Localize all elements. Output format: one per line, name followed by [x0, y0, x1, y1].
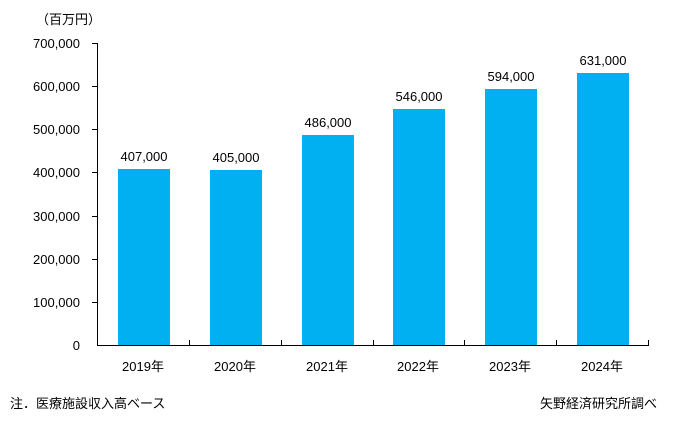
y-tick-label: 400,000 — [33, 165, 80, 181]
bar-value-label: 546,000 — [395, 89, 443, 104]
bar-2021年 — [302, 135, 354, 345]
bar-2024年 — [577, 73, 629, 345]
y-axis-unit-label: （百万円） — [36, 12, 102, 27]
x-tick-mark — [189, 340, 190, 345]
y-tick-label: 0 — [72, 338, 80, 353]
bar-value-label: 486,000 — [304, 115, 352, 130]
y-tick-mark — [92, 172, 97, 173]
bar-value-label: 405,000 — [212, 150, 260, 165]
x-tick-mark — [648, 340, 649, 345]
bar-value-label: 407,000 — [120, 149, 168, 164]
bar-2019年 — [118, 169, 170, 345]
y-tick-mark — [92, 129, 97, 130]
plot-area: 407,000 405,000 486,000 546,000 594,000 631,0… — [92, 43, 649, 346]
x-tick-mark — [464, 340, 465, 345]
y-tick-mark — [92, 43, 97, 44]
x-tick-label: 2024年 — [581, 359, 623, 374]
x-tick-label: 2021年 — [306, 359, 348, 374]
footnote: 注．医療施設収入高ベース — [10, 396, 166, 411]
x-tick-mark — [373, 340, 374, 345]
bar-2022年 — [393, 109, 445, 345]
y-tick-label: 700,000 — [33, 36, 80, 51]
bar-2023年 — [485, 89, 537, 345]
y-tick-mark — [92, 216, 97, 217]
y-tick-mark — [92, 259, 97, 260]
x-tick-mark — [281, 340, 282, 345]
bar-value-label: 631,000 — [579, 53, 627, 68]
y-axis: 0 100,000 200,000 300,000 400,000 500,000 600,… — [0, 37, 80, 352]
y-tick-mark — [92, 302, 97, 303]
x-tick-label: 2022年 — [397, 359, 439, 374]
x-axis: 2019年 2020年 2021年 2022年 2023年 2024年 — [97, 356, 648, 374]
y-tick-label: 200,000 — [33, 251, 80, 267]
x-tick-label: 2020年 — [214, 359, 256, 374]
x-tick-label: 2023年 — [489, 359, 531, 374]
y-tick-label: 500,000 — [33, 122, 80, 138]
y-tick-label: 300,000 — [33, 208, 80, 224]
bar-value-label: 594,000 — [487, 69, 535, 84]
y-tick-mark — [92, 86, 97, 87]
source-credit: 矢野経済研究所調べ — [539, 396, 657, 411]
x-tick-mark — [556, 340, 557, 345]
bar-2020年 — [210, 170, 262, 345]
y-tick-label: 100,000 — [33, 294, 80, 310]
y-tick-label: 600,000 — [33, 79, 80, 95]
x-tick-label: 2019年 — [122, 359, 164, 374]
